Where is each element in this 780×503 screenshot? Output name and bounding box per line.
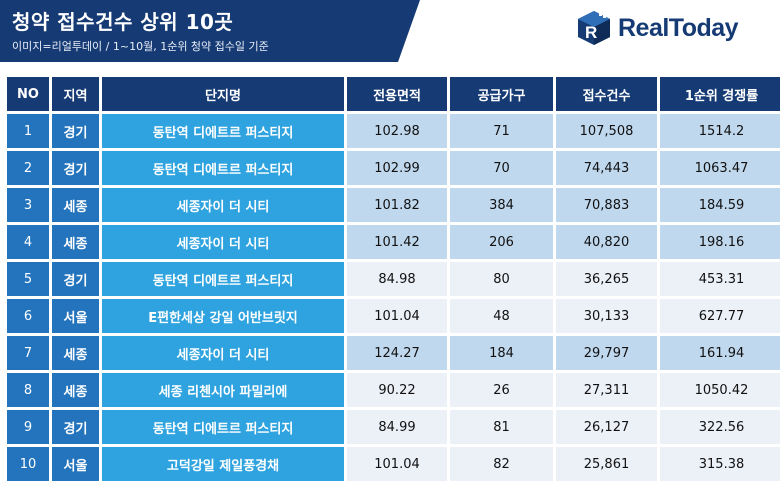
cell-supply-units: 384 [450, 188, 553, 222]
cell-no: 5 [7, 262, 49, 296]
cell-applications: 25,861 [556, 447, 657, 481]
cell-no: 3 [7, 188, 49, 222]
cell-supply-units: 70 [450, 151, 553, 185]
cell-exclusive-area: 101.42 [347, 225, 447, 259]
cell-competition-rate: 315.38 [660, 447, 780, 481]
table-header-row: NO 지역 단지명 전용면적 공급가구 접수건수 1순위 경쟁률 [7, 77, 780, 111]
cell-supply-units: 71 [450, 114, 553, 148]
table-row: 9 경기 동탄역 디에트르 퍼스티지 84.99 81 26,127 322.5… [7, 410, 780, 444]
cell-complex-name: 동탄역 디에트르 퍼스티지 [102, 114, 344, 148]
cell-no: 7 [7, 336, 49, 370]
table-row: 5 경기 동탄역 디에트르 퍼스티지 84.98 80 36,265 453.3… [7, 262, 780, 296]
cell-region: 경기 [52, 262, 99, 296]
page-subtitle: 이미지=리얼투데이 / 1~10월, 1순위 청약 접수일 기준 [12, 40, 269, 53]
table-row: 1 경기 동탄역 디에트르 퍼스티지 102.98 71 107,508 151… [7, 114, 780, 148]
cell-no: 10 [7, 447, 49, 481]
cell-applications: 30,133 [556, 299, 657, 333]
cell-region: 경기 [52, 410, 99, 444]
cell-no: 2 [7, 151, 49, 185]
cell-region: 세종 [52, 336, 99, 370]
cell-applications: 70,883 [556, 188, 657, 222]
cell-no: 4 [7, 225, 49, 259]
cell-competition-rate: 322.56 [660, 410, 780, 444]
realtoday-logo: R RealToday [574, 8, 739, 48]
cell-supply-units: 26 [450, 373, 553, 407]
cell-exclusive-area: 102.99 [347, 151, 447, 185]
cell-supply-units: 81 [450, 410, 553, 444]
column-header-first-rank-competition: 1순위 경쟁률 [660, 77, 780, 111]
cell-complex-name: 세종자이 더 시티 [102, 225, 344, 259]
ranking-table: NO 지역 단지명 전용면적 공급가구 접수건수 1순위 경쟁률 1 경기 동탄… [4, 74, 780, 484]
cell-competition-rate: 1514.2 [660, 114, 780, 148]
cell-supply-units: 184 [450, 336, 553, 370]
cell-exclusive-area: 84.99 [347, 410, 447, 444]
table-row: 4 세종 세종자이 더 시티 101.42 206 40,820 198.16 [7, 225, 780, 259]
column-header-no: NO [7, 77, 49, 111]
table-row: 2 경기 동탄역 디에트르 퍼스티지 102.99 70 74,443 1063… [7, 151, 780, 185]
cell-competition-rate: 1063.47 [660, 151, 780, 185]
cell-competition-rate: 627.77 [660, 299, 780, 333]
table-row: 3 세종 세종자이 더 시티 101.82 384 70,883 184.59 [7, 188, 780, 222]
cell-applications: 107,508 [556, 114, 657, 148]
cell-region: 세종 [52, 373, 99, 407]
cell-applications: 29,797 [556, 336, 657, 370]
cell-region: 서울 [52, 447, 99, 481]
cell-complex-name: 세종 리첸시아 파밀리에 [102, 373, 344, 407]
cell-no: 1 [7, 114, 49, 148]
cell-complex-name: 동탄역 디에트르 퍼스티지 [102, 410, 344, 444]
cell-region: 경기 [52, 114, 99, 148]
cell-supply-units: 48 [450, 299, 553, 333]
cell-exclusive-area: 101.04 [347, 299, 447, 333]
table-row: 8 세종 세종 리첸시아 파밀리에 90.22 26 27,311 1050.4… [7, 373, 780, 407]
cell-applications: 36,265 [556, 262, 657, 296]
column-header-complex-name: 단지명 [102, 77, 344, 111]
cell-complex-name: E편한세상 강일 어반브릿지 [102, 299, 344, 333]
column-header-applications: 접수건수 [556, 77, 657, 111]
logo-text: RealToday [618, 13, 739, 42]
column-header-exclusive-area: 전용면적 [347, 77, 447, 111]
table-row: 10 서울 고덕강일 제일풍경채 101.04 82 25,861 315.38 [7, 447, 780, 481]
cell-exclusive-area: 90.22 [347, 373, 447, 407]
table-row: 6 서울 E편한세상 강일 어반브릿지 101.04 48 30,133 627… [7, 299, 780, 333]
cell-supply-units: 82 [450, 447, 553, 481]
cell-complex-name: 고덕강일 제일풍경채 [102, 447, 344, 481]
column-header-region: 지역 [52, 77, 99, 111]
cell-complex-name: 동탄역 디에트르 퍼스티지 [102, 151, 344, 185]
cell-region: 세종 [52, 188, 99, 222]
cell-competition-rate: 198.16 [660, 225, 780, 259]
cell-competition-rate: 161.94 [660, 336, 780, 370]
cell-no: 8 [7, 373, 49, 407]
cell-exclusive-area: 102.98 [347, 114, 447, 148]
cell-exclusive-area: 101.04 [347, 447, 447, 481]
column-header-supply-units: 공급가구 [450, 77, 553, 111]
cell-no: 9 [7, 410, 49, 444]
cell-complex-name: 세종자이 더 시티 [102, 336, 344, 370]
page-title: 청약 접수건수 상위 10곳 [12, 10, 234, 34]
cell-region: 서울 [52, 299, 99, 333]
cell-competition-rate: 453.31 [660, 262, 780, 296]
table-row: 7 세종 세종자이 더 시티 124.27 184 29,797 161.94 [7, 336, 780, 370]
cell-exclusive-area: 84.98 [347, 262, 447, 296]
cell-applications: 74,443 [556, 151, 657, 185]
cell-exclusive-area: 101.82 [347, 188, 447, 222]
cell-applications: 27,311 [556, 373, 657, 407]
cell-complex-name: 세종자이 더 시티 [102, 188, 344, 222]
svg-text:R: R [585, 23, 597, 42]
cell-competition-rate: 1050.42 [660, 373, 780, 407]
cell-competition-rate: 184.59 [660, 188, 780, 222]
cell-region: 세종 [52, 225, 99, 259]
header-banner: 청약 접수건수 상위 10곳 이미지=리얼투데이 / 1~10월, 1순위 청약… [0, 0, 420, 62]
cell-complex-name: 동탄역 디에트르 퍼스티지 [102, 262, 344, 296]
cell-applications: 40,820 [556, 225, 657, 259]
realtoday-cube-icon: R [578, 10, 610, 45]
cell-no: 6 [7, 299, 49, 333]
cell-applications: 26,127 [556, 410, 657, 444]
cell-supply-units: 206 [450, 225, 553, 259]
cell-supply-units: 80 [450, 262, 553, 296]
cell-region: 경기 [52, 151, 99, 185]
cell-exclusive-area: 124.27 [347, 336, 447, 370]
